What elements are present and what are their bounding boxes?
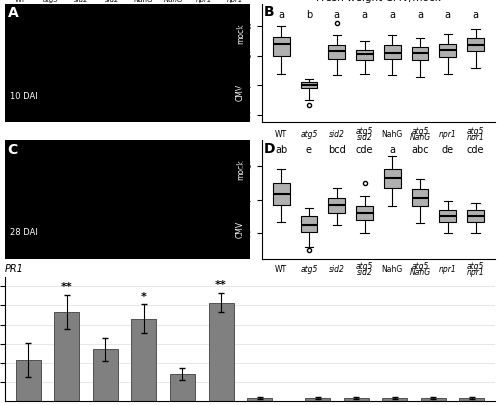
PathPatch shape xyxy=(328,45,345,59)
Text: atg5: atg5 xyxy=(43,0,59,3)
PathPatch shape xyxy=(273,36,289,56)
Text: **: ** xyxy=(215,280,227,290)
Text: npr1: npr1 xyxy=(439,130,456,139)
Text: atg5: atg5 xyxy=(356,262,373,271)
Text: de: de xyxy=(442,145,454,156)
PathPatch shape xyxy=(273,183,289,205)
Bar xyxy=(208,303,234,401)
Text: cde: cde xyxy=(467,145,484,156)
Text: ab: ab xyxy=(275,145,287,156)
PathPatch shape xyxy=(300,216,318,232)
Text: mock: mock xyxy=(236,23,245,44)
Bar xyxy=(247,398,272,401)
Bar xyxy=(170,374,195,401)
Text: 28 DAI: 28 DAI xyxy=(10,228,38,237)
Text: a: a xyxy=(390,10,396,20)
Text: mock: mock xyxy=(206,23,215,44)
Text: NahG: NahG xyxy=(410,133,430,142)
Text: atg5
npr1: atg5 npr1 xyxy=(226,0,242,3)
Text: D: D xyxy=(264,142,276,156)
PathPatch shape xyxy=(356,50,373,60)
Text: bcd: bcd xyxy=(328,145,345,156)
Text: atg5
sid2: atg5 sid2 xyxy=(104,0,120,3)
PathPatch shape xyxy=(356,206,373,220)
PathPatch shape xyxy=(384,45,400,59)
Text: NahG: NahG xyxy=(410,268,430,277)
Bar xyxy=(93,350,118,401)
Text: NahG: NahG xyxy=(382,264,403,274)
PathPatch shape xyxy=(440,210,456,222)
Text: cde: cde xyxy=(356,145,374,156)
Text: b: b xyxy=(306,10,312,20)
Text: atg5: atg5 xyxy=(412,127,428,136)
Text: WT: WT xyxy=(14,0,26,3)
Text: CMV: CMV xyxy=(236,84,245,101)
Text: atg5: atg5 xyxy=(356,127,373,136)
Bar xyxy=(54,312,80,401)
PathPatch shape xyxy=(384,169,400,188)
Text: a: a xyxy=(445,10,451,20)
PathPatch shape xyxy=(440,44,456,57)
Text: a: a xyxy=(278,10,284,20)
Text: sid2: sid2 xyxy=(356,133,372,142)
Text: a: a xyxy=(390,145,396,156)
Text: npr1: npr1 xyxy=(466,268,484,277)
Text: sid2: sid2 xyxy=(356,268,372,277)
Text: atg5: atg5 xyxy=(467,127,484,136)
Text: atg5: atg5 xyxy=(300,264,318,274)
Text: atg5: atg5 xyxy=(300,130,318,139)
Text: sid2: sid2 xyxy=(329,264,344,274)
Text: A: A xyxy=(8,6,18,20)
Bar xyxy=(132,319,156,401)
Text: **: ** xyxy=(61,282,72,292)
Bar xyxy=(382,398,407,401)
Text: atg5
NahG: atg5 NahG xyxy=(164,0,183,3)
PathPatch shape xyxy=(412,47,428,60)
Text: abc: abc xyxy=(411,145,429,156)
Bar xyxy=(305,398,330,401)
Text: e: e xyxy=(306,145,312,156)
Text: *: * xyxy=(141,292,147,302)
Text: a: a xyxy=(472,10,478,20)
Text: NahG: NahG xyxy=(133,0,152,3)
Text: npr1: npr1 xyxy=(196,0,212,3)
Text: atg5: atg5 xyxy=(467,262,484,271)
Text: CMV: CMV xyxy=(206,84,215,101)
Text: a: a xyxy=(334,10,340,20)
Text: mock: mock xyxy=(206,160,215,180)
Text: WT: WT xyxy=(275,264,287,274)
Text: CMV: CMV xyxy=(236,221,245,238)
Text: B: B xyxy=(264,5,275,19)
Bar xyxy=(420,398,446,401)
PathPatch shape xyxy=(300,83,318,88)
Text: sid2: sid2 xyxy=(74,0,89,3)
Text: sid2: sid2 xyxy=(329,130,344,139)
Text: NahG: NahG xyxy=(382,130,403,139)
Text: a: a xyxy=(362,10,368,20)
Bar xyxy=(460,398,484,401)
Text: a: a xyxy=(417,10,423,20)
Text: mock: mock xyxy=(236,160,245,180)
Text: C: C xyxy=(8,143,18,157)
PathPatch shape xyxy=(467,210,484,222)
Text: PR1: PR1 xyxy=(5,264,24,274)
Text: WT: WT xyxy=(275,130,287,139)
PathPatch shape xyxy=(412,190,428,206)
PathPatch shape xyxy=(467,38,484,51)
Title: Fresh weight CMV/mock: Fresh weight CMV/mock xyxy=(316,0,441,3)
Bar xyxy=(16,360,40,401)
Text: npr1: npr1 xyxy=(439,264,456,274)
Text: 10 DAI: 10 DAI xyxy=(10,92,38,101)
Text: atg5: atg5 xyxy=(412,262,428,271)
Bar xyxy=(344,398,368,401)
PathPatch shape xyxy=(328,198,345,213)
Text: CMV: CMV xyxy=(206,221,215,238)
Text: npr1: npr1 xyxy=(466,133,484,142)
